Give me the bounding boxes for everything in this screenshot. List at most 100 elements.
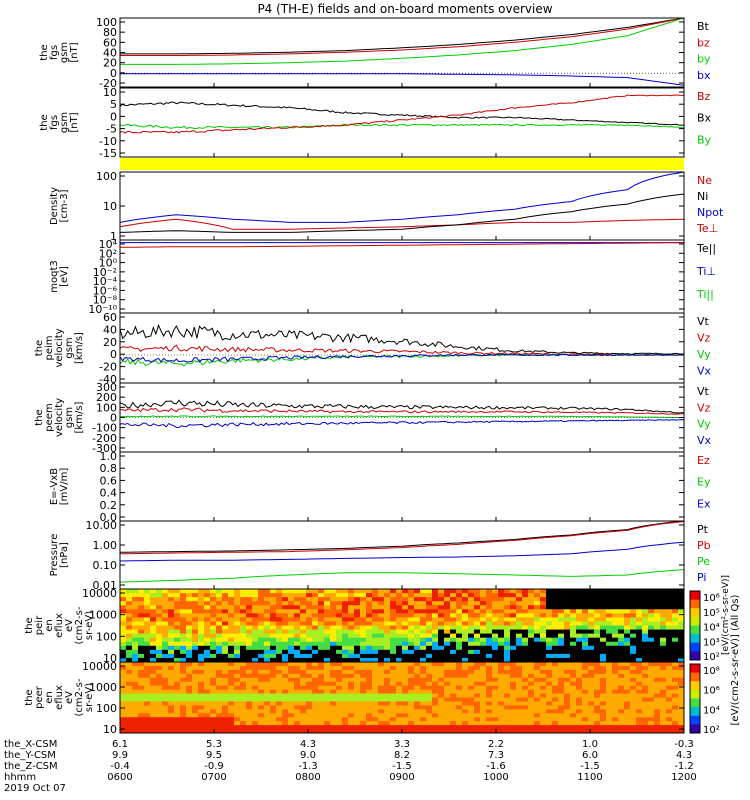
heatmap-cell [480,645,487,651]
heatmap-cell [306,709,313,714]
heatmap-cell [582,605,589,610]
heatmap-cell [324,717,331,722]
heatmap-cell [480,673,487,679]
heatmap-cell [360,669,367,675]
heatmap-cell [510,589,517,594]
heatmap-cell [366,665,373,671]
heatmap-cell [516,629,523,635]
heatmap-cell [648,681,655,687]
heatmap-cell [414,621,421,626]
heatmap-cell [624,653,631,659]
heatmap-cell [288,629,295,635]
heatmap-cell [432,717,439,722]
heatmap-cell [372,673,379,679]
heatmap-cell [528,725,535,730]
heatmap-cell [324,673,331,679]
heatmap-cell [498,605,505,610]
heatmap-cell [606,673,613,679]
legend-Vt: Vt [697,385,710,398]
heatmap-cell [408,729,415,734]
heatmap-cell [300,681,307,687]
heatmap-cell [558,601,565,606]
heatmap-cell [582,621,589,626]
heatmap-cell [390,593,397,598]
heatmap-cell [156,717,163,722]
heatmap-cell [660,729,667,734]
heatmap-cell [180,685,187,691]
heatmap-cell [324,645,331,651]
heatmap-cell [540,621,547,626]
heatmap-cell [444,725,451,730]
heatmap-cell [270,597,277,602]
ytick-label: 1.0 [100,450,118,463]
heatmap-cell [378,633,385,639]
heatmap-cell [588,713,595,718]
heatmap-cell [204,669,211,675]
ylabel: [nPa] [59,542,70,568]
heatmap-cell [642,685,649,691]
heatmap-cell [636,685,643,691]
heatmap-cell [168,609,175,614]
heatmap-cell [564,633,571,639]
heatmap-cell [420,621,427,626]
heatmap-cell [480,629,487,635]
heatmap-cell [504,597,511,602]
heatmap-cell [480,621,487,626]
heatmap-cell [672,593,679,598]
heatmap-cell [228,729,235,734]
heatmap-cell [324,593,331,598]
heatmap-cell [222,697,229,702]
heatmap-cell [378,673,385,679]
heatmap-cell [486,589,493,594]
heatmap-cell [276,713,283,718]
xaxis-value: 5.3 [206,739,222,750]
heatmap-cell [666,669,673,675]
heatmap-cell [420,725,427,730]
heatmap-cell [588,665,595,671]
heatmap-cell [636,613,643,618]
heatmap-cell [240,662,247,667]
heatmap-cell [612,641,619,647]
heatmap-cell [342,601,349,606]
heatmap-cell [210,629,217,635]
heatmap-cell [654,629,661,635]
heatmap-cell [372,713,379,718]
heatmap-cell [240,697,247,702]
heatmap-cell [498,693,505,698]
heatmap-cell [666,697,673,702]
heatmap-cell [630,721,637,726]
heatmap-cell [582,593,589,598]
heatmap-cell [534,673,541,679]
heatmap-cell [504,677,511,683]
heatmap-cell [360,685,367,691]
heatmap-cell [498,721,505,726]
heatmap-cell [606,665,613,671]
heatmap-cell [222,685,229,691]
heatmap-cell [504,593,511,598]
heatmap-cell [534,621,541,626]
heatmap-cell [288,637,295,643]
heatmap-cell [594,689,601,694]
heatmap-cell [402,645,409,651]
heatmap-cell [360,681,367,687]
heatmap-cell [390,589,397,594]
heatmap-cell [576,621,583,626]
heatmap-cell [528,653,535,659]
heatmap-cell [168,685,175,691]
heatmap-cell [438,601,445,606]
heatmap-cell [612,637,619,643]
figure-title: P4 (TH-E) fields and on-board moments ov… [257,2,552,16]
heatmap-cell [234,629,241,635]
heatmap-cell [294,721,301,726]
heatmap-cell [378,721,385,726]
heatmap-cell [552,721,559,726]
heatmap-cell [354,673,361,679]
heatmap-cell [258,709,265,714]
heatmap-cell [612,601,619,606]
ytick-label: -100 [92,422,117,435]
heatmap-cell [234,657,241,663]
heatmap-cell [216,701,223,706]
heatmap-cell [660,645,667,651]
heatmap-cell [582,625,589,630]
